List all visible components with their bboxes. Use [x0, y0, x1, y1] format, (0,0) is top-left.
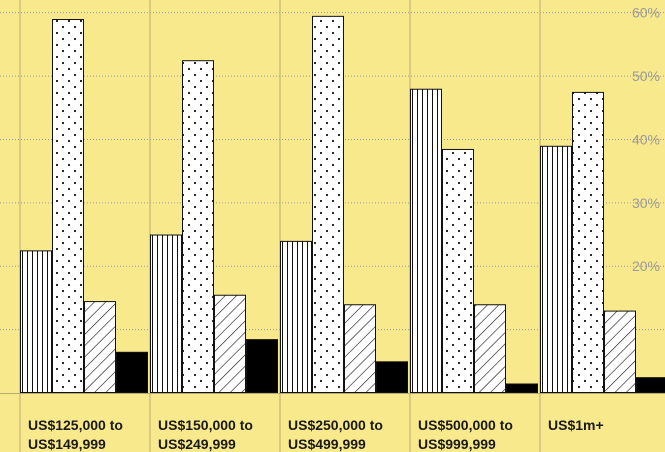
bar-solid-2 [376, 361, 408, 394]
category-label: US$149,999 [28, 436, 106, 452]
bar-vertical-stripes-3 [410, 88, 442, 393]
y-tick-label: 60% [632, 5, 660, 21]
bar-dots-1 [182, 60, 214, 393]
bar-vertical-stripes-0 [20, 250, 52, 393]
y-tick-labels: 20% 30% 40% 50% 60% [632, 5, 660, 275]
y-tick-label: 30% [632, 195, 660, 211]
y-tick-label: 50% [632, 68, 660, 84]
category-label: US$125,000 to [28, 417, 123, 433]
bar-vertical-stripes-2 [280, 240, 312, 393]
bar-solid-3 [506, 383, 538, 394]
bar-dots-3 [442, 148, 474, 393]
category-label: US$499,999 [288, 436, 366, 452]
category-label: US$999,999 [418, 436, 496, 452]
category-label: US$500,000 to [418, 417, 513, 433]
bar-diagonal-hatch-1 [214, 294, 246, 393]
bar-diagonal-hatch-2 [344, 304, 376, 393]
bar-vertical-stripes-1 [150, 234, 182, 393]
category-label: US$250,000 to [288, 417, 383, 433]
category-labels: US$125,000 to US$149,999 US$150,000 to US$2… [28, 417, 604, 452]
y-tick-label: 40% [632, 131, 660, 147]
bar-diagonal-hatch-3 [474, 304, 506, 393]
bar-solid-4 [636, 377, 665, 394]
bar-diagonal-hatch-0 [84, 301, 116, 394]
bars [20, 15, 665, 394]
category-label: US$150,000 to [158, 417, 253, 433]
bar-dots-4 [572, 91, 604, 394]
bar-dots-0 [52, 19, 84, 393]
bar-solid-1 [246, 339, 278, 394]
bar-solid-0 [116, 351, 148, 394]
category-label: US$249,999 [158, 436, 236, 452]
category-label: US$1m+ [548, 417, 604, 433]
bar-vertical-stripes-4 [540, 145, 572, 393]
y-tick-label: 20% [632, 258, 660, 274]
bar-diagonal-hatch-4 [604, 310, 636, 393]
bar-dots-2 [312, 15, 344, 394]
